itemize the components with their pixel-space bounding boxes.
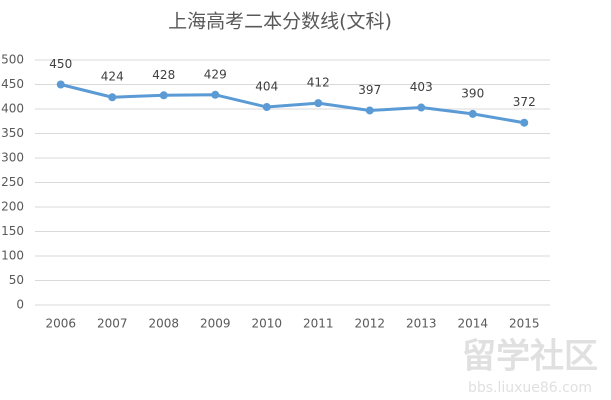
line [60, 83, 525, 125]
data-label: 424 [101, 70, 124, 84]
y-tick-label: 50 [9, 273, 24, 287]
data-label: 390 [461, 86, 484, 100]
data-label: 397 [358, 83, 381, 97]
y-tick-label: 400 [1, 102, 24, 116]
data-label: 429 [204, 67, 227, 81]
point [365, 106, 374, 115]
data-label: 403 [410, 80, 433, 94]
point [159, 91, 168, 100]
x-tick-label: 2015 [509, 317, 540, 331]
point [262, 103, 271, 112]
y-tick-label: 0 [16, 298, 24, 312]
data-label: 372 [513, 95, 536, 109]
point [468, 109, 477, 118]
y-tick-label: 500 [1, 53, 24, 67]
y-tick-label: 150 [1, 224, 24, 238]
y-tick-label: 300 [1, 151, 24, 165]
data-label: 428 [152, 68, 175, 82]
y-tick-label: 200 [1, 200, 24, 214]
x-tick-label: 2010 [251, 317, 282, 331]
point [56, 80, 65, 89]
x-tick-label: 2007 [97, 317, 128, 331]
point [211, 90, 220, 99]
data-label: 404 [255, 80, 278, 94]
x-tick-label: 2008 [148, 317, 179, 331]
data-label: 450 [49, 57, 72, 71]
y-tick-label: 350 [1, 126, 24, 140]
x-tick-label: 2006 [45, 317, 76, 331]
point [108, 93, 117, 102]
y-tick-label: 100 [1, 249, 24, 263]
x-tick-label: 2012 [354, 317, 385, 331]
x-tick-label: 2011 [303, 317, 334, 331]
point [520, 118, 529, 127]
chart-title: 上海高考二本分数线(文科) [168, 11, 392, 33]
watermark-url: bbs.liuxue86.com [468, 380, 592, 396]
point [314, 99, 323, 108]
x-tick-label: 2013 [406, 317, 437, 331]
y-tick-label: 250 [1, 175, 24, 189]
point [417, 103, 426, 112]
x-tick-label: 2009 [200, 317, 231, 331]
watermark: 留学社区 [462, 337, 598, 377]
y-tick-label: 450 [1, 77, 24, 91]
data-label: 412 [307, 76, 330, 90]
x-tick-label: 2014 [457, 317, 488, 331]
